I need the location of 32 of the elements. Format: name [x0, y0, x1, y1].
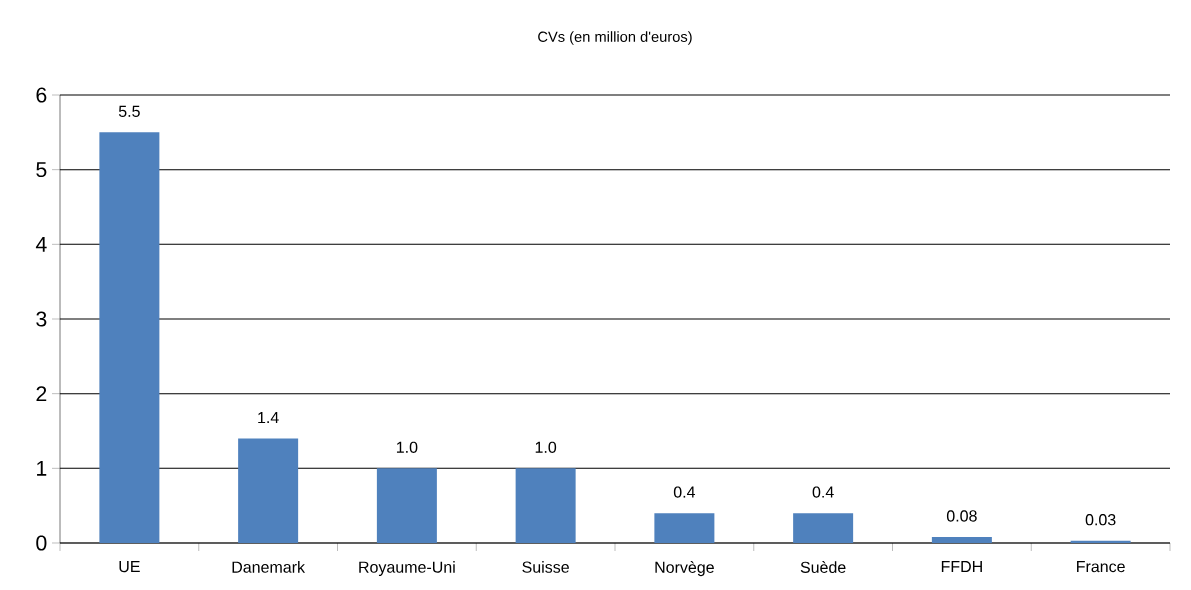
- x-tick-label: Norvège: [655, 561, 714, 577]
- chart-title: CVs (en million d'euros): [538, 31, 692, 45]
- bar: [99, 132, 160, 543]
- y-tick-label: 3: [36, 311, 47, 327]
- bar: [515, 468, 576, 543]
- bar: [793, 513, 854, 543]
- y-tick-label: 1: [37, 460, 47, 476]
- bar: [654, 513, 715, 543]
- x-tick-label: UE: [119, 561, 140, 573]
- bar: [376, 468, 437, 543]
- y-tick-label: 6: [36, 87, 47, 103]
- x-tick-label: Danemark: [232, 561, 306, 573]
- data-label: 0.08: [946, 510, 977, 522]
- x-tick-label: FFDH: [941, 561, 982, 573]
- data-label: 1.0: [535, 441, 557, 453]
- x-tick-label: France: [1077, 561, 1125, 573]
- y-tick-label: 4: [35, 236, 47, 252]
- bar: [931, 537, 992, 543]
- y-tick-label: 5: [36, 162, 47, 178]
- x-tick-label: Royaume-Uni: [359, 561, 455, 576]
- y-tick-label: 2: [36, 386, 47, 402]
- y-tick-label: 0: [36, 535, 47, 551]
- data-label: 0.03: [1085, 514, 1116, 526]
- x-tick-label: Suisse: [522, 561, 569, 573]
- x-tick-label: Suède: [800, 561, 846, 573]
- data-label: 1.4: [258, 412, 279, 424]
- bar: [238, 438, 299, 543]
- bar: [1070, 540, 1131, 543]
- data-label: 0.4: [812, 486, 834, 498]
- data-label: 5.5: [118, 105, 140, 117]
- data-label: 0.4: [673, 486, 696, 498]
- data-label: 1.0: [396, 441, 418, 453]
